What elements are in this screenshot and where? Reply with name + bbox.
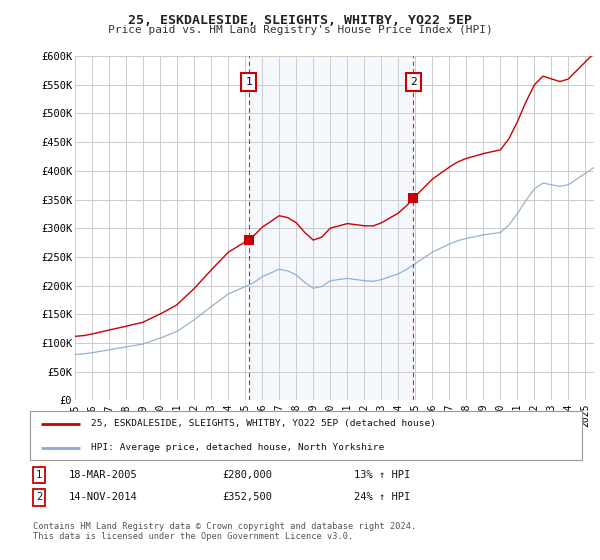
Text: £280,000: £280,000 <box>222 470 272 480</box>
Bar <box>249 56 413 400</box>
Text: HPI: Average price, detached house, North Yorkshire: HPI: Average price, detached house, Nort… <box>91 443 384 452</box>
Text: 13% ↑ HPI: 13% ↑ HPI <box>354 470 410 480</box>
Text: Contains HM Land Registry data © Crown copyright and database right 2024.
This d: Contains HM Land Registry data © Crown c… <box>33 522 416 542</box>
Text: 2: 2 <box>410 77 416 87</box>
Text: 24% ↑ HPI: 24% ↑ HPI <box>354 492 410 502</box>
Text: 25, ESKDALESIDE, SLEIGHTS, WHITBY, YO22 5EP: 25, ESKDALESIDE, SLEIGHTS, WHITBY, YO22 … <box>128 14 472 27</box>
Text: 2: 2 <box>36 492 42 502</box>
Text: 18-MAR-2005: 18-MAR-2005 <box>69 470 138 480</box>
Text: 1: 1 <box>245 77 252 87</box>
Text: 14-NOV-2014: 14-NOV-2014 <box>69 492 138 502</box>
Text: 1: 1 <box>36 470 42 480</box>
Text: Price paid vs. HM Land Registry's House Price Index (HPI): Price paid vs. HM Land Registry's House … <box>107 25 493 35</box>
Text: 25, ESKDALESIDE, SLEIGHTS, WHITBY, YO22 5EP (detached house): 25, ESKDALESIDE, SLEIGHTS, WHITBY, YO22 … <box>91 419 436 428</box>
Text: £352,500: £352,500 <box>222 492 272 502</box>
